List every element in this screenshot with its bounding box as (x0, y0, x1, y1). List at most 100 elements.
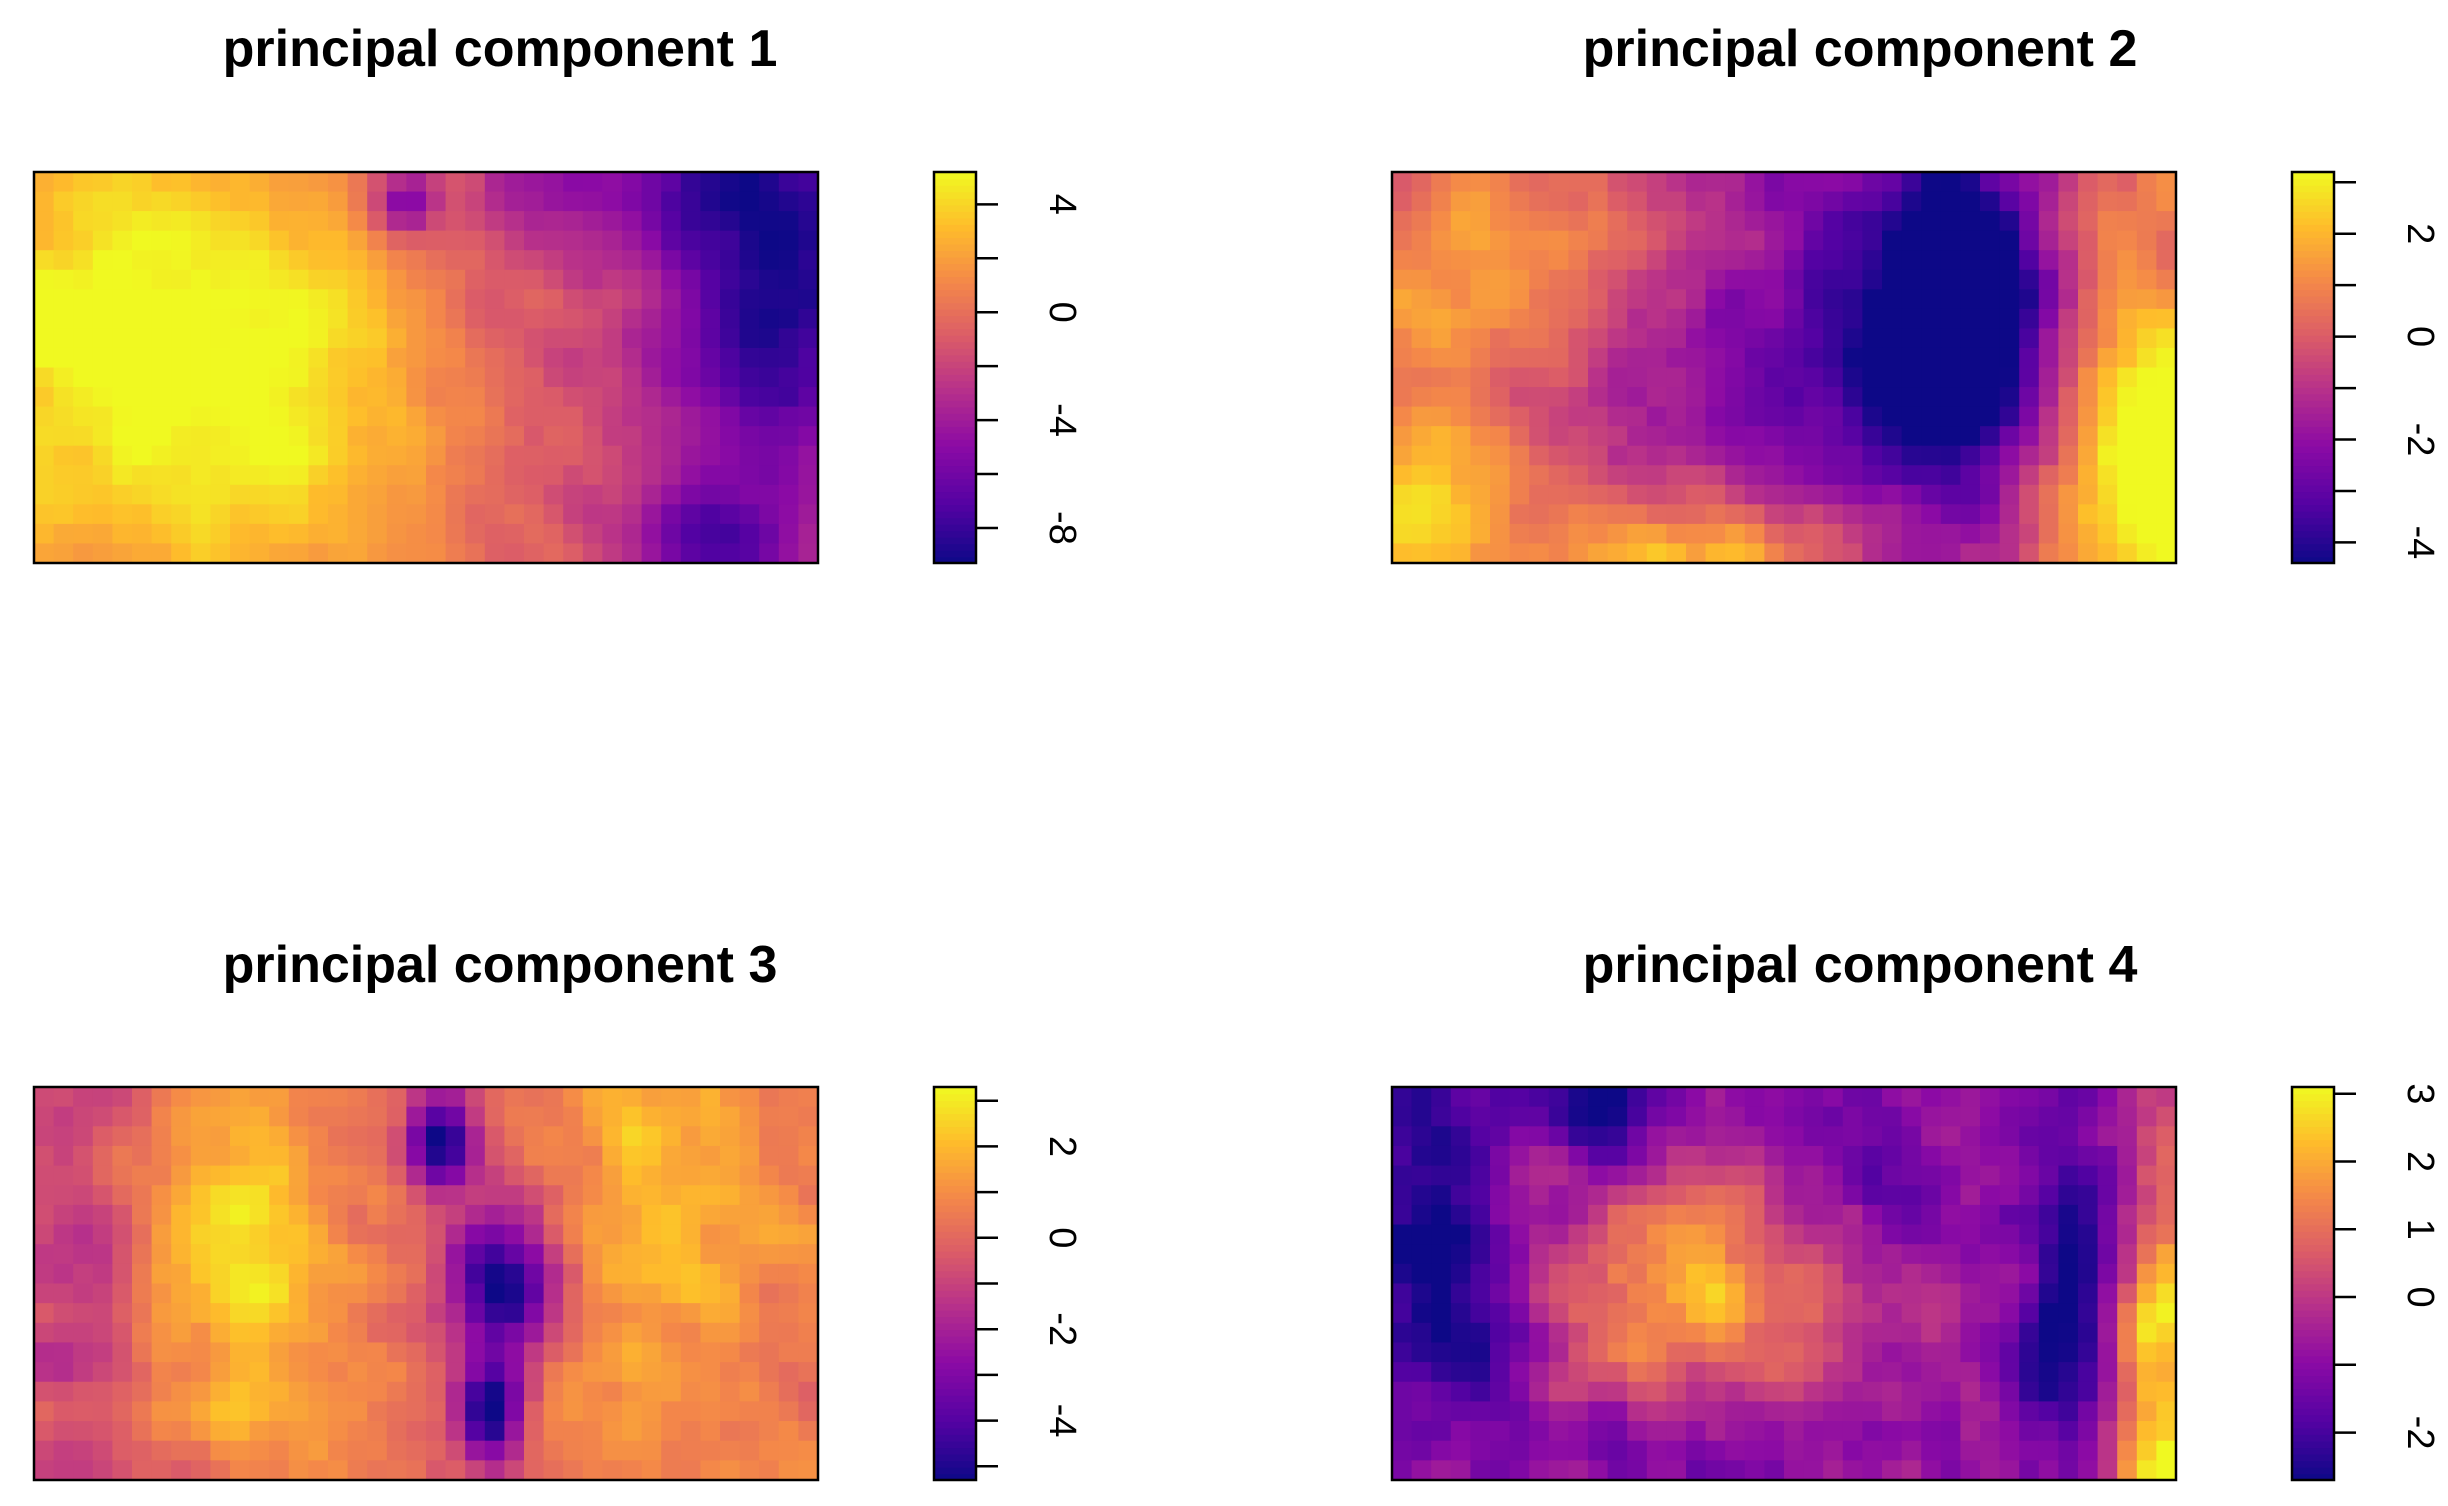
heatmap-cell (249, 1087, 270, 1108)
heatmap-cell (171, 1440, 192, 1461)
heatmap-cell (2058, 1303, 2079, 1324)
legend-swatch (934, 1466, 976, 1475)
heatmap-cell (661, 1440, 682, 1461)
legend-swatch (2292, 1355, 2334, 1363)
heatmap-cell (269, 1263, 290, 1285)
heatmap-cell (661, 504, 682, 525)
heatmap-cell (2156, 308, 2177, 329)
heatmap-cell (778, 406, 799, 427)
legend-swatch (934, 556, 976, 564)
heatmap-cell (524, 445, 545, 466)
heatmap-cell (1627, 1401, 1648, 1422)
legend-swatch (934, 432, 976, 440)
heatmap-cell (504, 523, 525, 545)
heatmap-cell (582, 1362, 603, 1383)
heatmap-cell (602, 250, 623, 271)
heatmap-cell (524, 1204, 545, 1226)
heatmap-cell (1450, 484, 1471, 505)
heatmap-cell (661, 172, 682, 193)
heatmap-cell (1921, 1106, 1942, 1127)
heatmap-cell (92, 1421, 113, 1442)
heatmap-cell (2019, 426, 2040, 447)
heatmap-cell (1411, 367, 1432, 388)
heatmap-cell (132, 308, 153, 329)
heatmap-cell (1627, 1185, 1648, 1206)
heatmap-cell (1392, 1303, 1413, 1324)
heatmap-cell (622, 445, 643, 466)
heatmap-cell (1725, 347, 1746, 369)
heatmap-cell (1627, 465, 1648, 486)
heatmap-cell (1803, 1204, 1824, 1226)
heatmap-cell (778, 308, 799, 329)
heatmap-cell (1803, 289, 1824, 310)
heatmap-cell (1548, 211, 1569, 232)
heatmap-cell (1548, 191, 1569, 212)
heatmap-cell (1431, 367, 1452, 388)
heatmap-cell (249, 1440, 270, 1461)
heatmap-cell (112, 211, 133, 232)
heatmap-cell (1744, 1106, 1765, 1127)
heatmap-cell (445, 523, 466, 545)
heatmap-cell (1627, 1126, 1648, 1147)
heatmap-cell (249, 1342, 270, 1363)
heatmap-cell (543, 1244, 564, 1265)
heatmap-cell (1803, 1401, 1824, 1422)
heatmap-cell (759, 1342, 780, 1363)
heatmap-cell (798, 191, 819, 212)
heatmap-cell (1470, 172, 1491, 193)
heatmap-cell (132, 289, 153, 310)
heatmap-cell (2097, 1106, 2118, 1127)
heatmap-cell (151, 1362, 172, 1383)
heatmap-cell (132, 426, 153, 447)
heatmap-cell (347, 504, 368, 525)
heatmap-cell (386, 1381, 407, 1402)
heatmap-cell (759, 387, 780, 408)
heatmap-cell (1705, 465, 1726, 486)
heatmap-cell (1568, 387, 1589, 408)
heatmap-cell (1980, 484, 2001, 505)
heatmap-cell (171, 328, 192, 349)
heatmap-cell (1529, 1145, 1550, 1167)
heatmap-cell (288, 211, 309, 232)
legend-swatch (2292, 1185, 2334, 1193)
heatmap-cell (386, 172, 407, 193)
heatmap-cell (1450, 1401, 1471, 1422)
heatmap-cell (2078, 1322, 2099, 1344)
heatmap-cell (1490, 1322, 1511, 1344)
heatmap-cell (582, 1145, 603, 1167)
heatmap-cell (426, 426, 447, 447)
heatmap-cell (347, 269, 368, 290)
heatmap-cell (132, 1145, 153, 1167)
legend-tick-label: 1 (2399, 1219, 2441, 1240)
heatmap-cell (426, 191, 447, 212)
heatmap-cell (230, 347, 251, 369)
heatmap-cell (288, 1126, 309, 1147)
heatmap-cell (543, 406, 564, 427)
heatmap-cell (1490, 1421, 1511, 1442)
heatmap-cell (171, 1087, 192, 1108)
heatmap-cell (778, 484, 799, 505)
heatmap-cell (1431, 1401, 1452, 1422)
legend-swatch (2292, 328, 2334, 336)
heatmap-cell (171, 1244, 192, 1265)
heatmap-cell (1980, 426, 2001, 447)
legend-swatch (2292, 302, 2334, 310)
heatmap-cell (269, 289, 290, 310)
heatmap-cell (73, 1401, 94, 1422)
heatmap-cell (2097, 191, 2118, 212)
legend-swatch (2292, 536, 2334, 545)
heatmap-cell (2136, 1381, 2157, 1402)
heatmap-cell (1725, 1401, 1746, 1422)
heatmap-cell (1607, 406, 1628, 427)
heatmap-cell (582, 1106, 603, 1127)
heatmap-cell (1940, 1145, 1961, 1167)
heatmap-cell (720, 1165, 741, 1186)
heatmap-cell (2019, 504, 2040, 525)
legend-swatch (934, 471, 976, 480)
heatmap-cell (2097, 1401, 2118, 1422)
heatmap-cell (1980, 1440, 2001, 1461)
heatmap-cell (1940, 1126, 1961, 1147)
heatmap-cell (2097, 1303, 2118, 1324)
heatmap-cell (1999, 406, 2020, 427)
heatmap-cell (249, 1185, 270, 1206)
